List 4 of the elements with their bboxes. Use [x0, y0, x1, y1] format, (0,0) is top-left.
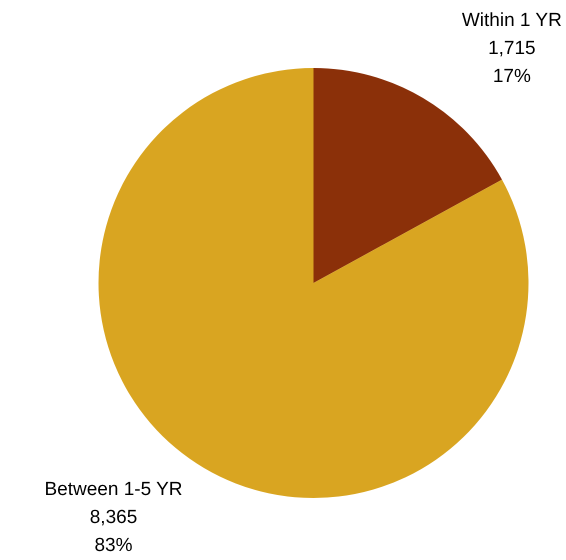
data-label: 1,715 17% — [488, 38, 536, 87]
data-label: 8,365 83% — [90, 507, 138, 556]
slice-label: Between 1-5 YR — [44, 479, 183, 500]
slice-label: Within 1 YR — [462, 10, 562, 31]
